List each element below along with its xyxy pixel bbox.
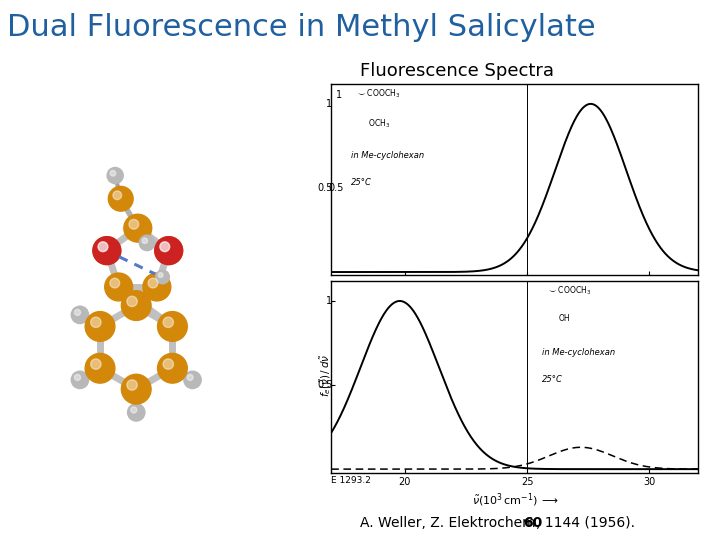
Circle shape [110, 171, 116, 176]
Circle shape [155, 237, 183, 265]
Circle shape [71, 371, 89, 389]
Circle shape [91, 359, 101, 369]
Text: Fluorescence Spectra: Fluorescence Spectra [360, 62, 554, 80]
Text: Dual Fluorescence in Methyl Salicylate: Dual Fluorescence in Methyl Salicylate [7, 14, 596, 43]
Circle shape [158, 273, 163, 278]
Circle shape [98, 242, 108, 252]
Text: $f_e(\tilde{\nu})\,/\,d\tilde{\nu}$: $f_e(\tilde{\nu})\,/\,d\tilde{\nu}$ [318, 354, 333, 397]
Circle shape [148, 278, 158, 288]
Text: 1: 1 [336, 90, 342, 100]
Circle shape [110, 278, 120, 288]
Circle shape [104, 273, 132, 301]
Circle shape [163, 359, 174, 369]
Circle shape [160, 242, 170, 252]
Text: E 1293.2: E 1293.2 [331, 476, 371, 485]
Circle shape [74, 309, 81, 315]
Text: 1: 1 [326, 296, 333, 306]
Circle shape [93, 237, 121, 265]
Text: 25°C: 25°C [541, 375, 562, 384]
Circle shape [93, 237, 121, 265]
Text: OH: OH [559, 314, 570, 323]
Circle shape [139, 235, 155, 251]
Circle shape [74, 374, 81, 381]
Text: 0.5: 0.5 [317, 380, 333, 390]
Text: in Me-cyclohexan: in Me-cyclohexan [351, 151, 424, 160]
Circle shape [127, 380, 138, 390]
Circle shape [85, 353, 115, 383]
Circle shape [122, 374, 151, 404]
Text: , 1144 (1956).: , 1144 (1956). [536, 516, 635, 530]
Circle shape [85, 312, 115, 341]
Circle shape [127, 404, 145, 421]
Circle shape [142, 238, 148, 244]
Circle shape [155, 237, 183, 265]
Circle shape [158, 312, 187, 341]
Circle shape [98, 242, 108, 252]
Circle shape [107, 167, 123, 184]
Circle shape [109, 186, 133, 211]
Circle shape [143, 273, 171, 301]
Circle shape [124, 214, 152, 242]
X-axis label: $\tilde{\nu}(10^3\,\mathrm{cm}^{-1})\,\longrightarrow$: $\tilde{\nu}(10^3\,\mathrm{cm}^{-1})\,\l… [472, 491, 558, 509]
Circle shape [131, 407, 137, 413]
Circle shape [91, 317, 101, 327]
Circle shape [160, 242, 170, 252]
Text: 60: 60 [523, 516, 542, 530]
Circle shape [187, 374, 193, 381]
Text: $\smile$COOCH$_3$: $\smile$COOCH$_3$ [356, 87, 400, 99]
Circle shape [113, 191, 122, 200]
Circle shape [71, 306, 89, 323]
Text: 0.5: 0.5 [317, 183, 333, 193]
Text: 25°C: 25°C [351, 178, 372, 187]
Text: OCH$_3$: OCH$_3$ [368, 117, 390, 130]
Circle shape [156, 270, 169, 284]
Circle shape [127, 296, 138, 307]
Circle shape [122, 291, 151, 320]
Circle shape [158, 353, 187, 383]
Circle shape [129, 219, 139, 229]
Text: A. Weller, Z. Elektrochem.: A. Weller, Z. Elektrochem. [360, 516, 544, 530]
Text: in Me-cyclohexan: in Me-cyclohexan [541, 348, 615, 357]
Text: 0.5: 0.5 [328, 183, 343, 193]
Circle shape [184, 371, 201, 389]
Text: $\smile$COOCH$_3$: $\smile$COOCH$_3$ [546, 284, 591, 296]
Circle shape [163, 317, 174, 327]
Text: 1: 1 [326, 99, 333, 109]
